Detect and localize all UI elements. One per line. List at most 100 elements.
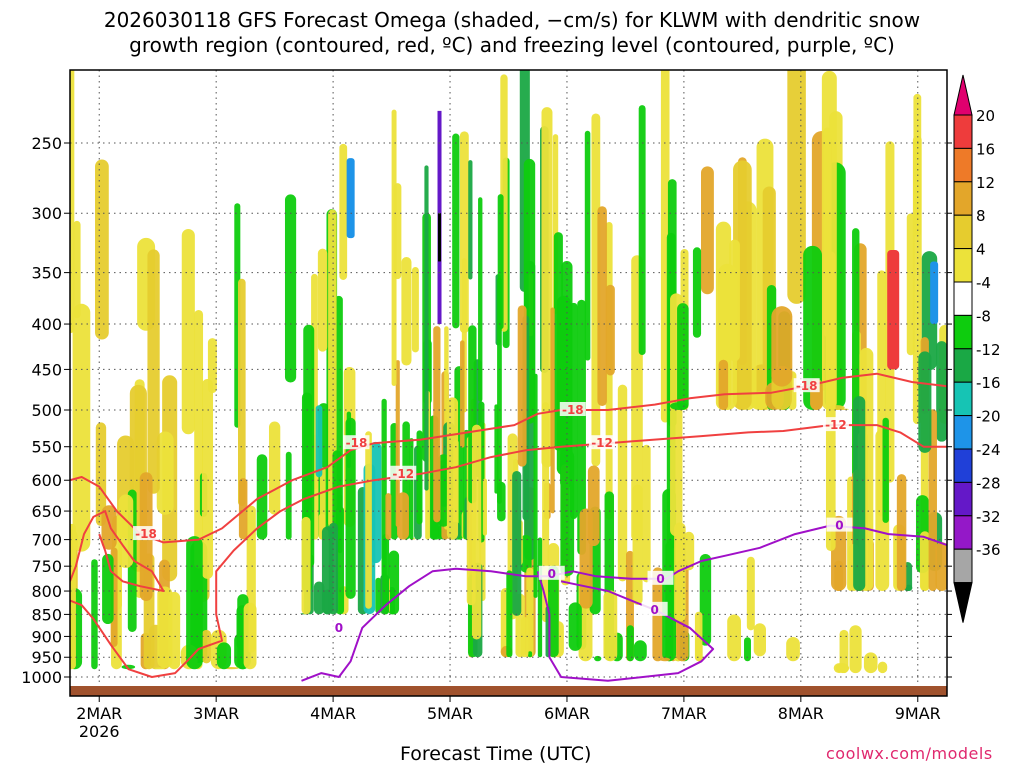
omega-streak: [433, 326, 441, 523]
x-tick-label: 3MAR: [193, 704, 239, 723]
omega-streak: [388, 550, 400, 615]
contour-lines: [70, 372, 947, 682]
omega-streak: [409, 438, 414, 540]
colorbar-swatch: [953, 548, 973, 584]
omega-streak: [118, 494, 134, 568]
contour-label-bg: [343, 435, 370, 450]
y-tick-label: 450: [31, 360, 62, 379]
omega-streak: [216, 642, 232, 670]
credit-link[interactable]: coolwx.com/models: [826, 744, 993, 763]
omega-streak: [319, 467, 326, 540]
omega-streak: [396, 492, 409, 540]
contour-label-bg: [325, 619, 352, 634]
x-tick-label: 2MAR: [76, 704, 122, 723]
omega-streak: [528, 651, 533, 658]
contour-label-bg: [390, 465, 417, 480]
colorbar-swatch: [953, 214, 973, 250]
omega-streak: [207, 338, 217, 394]
omega-streak: [181, 228, 195, 435]
contour-label: -12: [591, 436, 613, 450]
y-tick-label: 600: [31, 471, 62, 490]
omega-streak: [928, 409, 937, 592]
omega-streak: [285, 451, 292, 540]
contour-label: 0: [548, 567, 556, 581]
omega-streak: [237, 278, 246, 506]
omega-streak: [72, 303, 91, 552]
y-tick-label: 700: [31, 531, 62, 550]
omega-streak: [541, 107, 553, 468]
omega-streak: [787, 70, 806, 304]
omega-streak: [395, 360, 400, 527]
omega-streak: [577, 299, 586, 555]
omega-streak: [70, 70, 75, 334]
x-tick-label: 9MAR: [895, 704, 941, 723]
omega-streak: [186, 536, 203, 670]
omega-streak: [632, 484, 643, 605]
omega-streak: [517, 305, 527, 467]
contour-label: 0: [656, 572, 664, 586]
contour-label: -18: [562, 403, 584, 417]
y-tick-label: 500: [31, 401, 62, 420]
colorbar-label: -12: [976, 341, 1001, 359]
omega-streak: [70, 523, 76, 670]
omega-streak: [919, 531, 930, 592]
omega-streak: [560, 300, 572, 489]
x-tick-label: 6MAR: [544, 704, 590, 723]
omega-streak: [568, 602, 582, 651]
omega-streak: [906, 213, 915, 356]
omega-streak: [520, 534, 532, 573]
contour-label: -12: [392, 467, 414, 481]
omega-streak: [201, 378, 214, 579]
contour-label: 0: [335, 621, 343, 635]
omega-streak: [157, 586, 173, 669]
contour-label-bg: [589, 435, 616, 450]
colorbar-label: 16: [976, 140, 995, 158]
omega-streak: [438, 525, 443, 540]
omega-streak: [863, 652, 878, 674]
omega-streak: [692, 247, 702, 338]
omega-streak: [839, 629, 849, 674]
colorbar-swatch: [953, 515, 973, 550]
omega-streak: [101, 505, 117, 550]
omega-streak: [91, 559, 98, 670]
y-tick-label: 950: [31, 648, 62, 667]
omega-streak: [365, 431, 372, 609]
colorbar-swatch: [953, 114, 973, 149]
colorbar-label: -36: [976, 541, 1001, 559]
y-tick-label: 550: [31, 438, 62, 457]
contour-label-bg: [538, 565, 565, 580]
omega-streak: [603, 590, 618, 662]
colorbar-label: -24: [976, 441, 1001, 459]
contour-label: -18: [346, 436, 368, 450]
contour-label: 0: [650, 603, 658, 617]
omega-streak: [677, 303, 689, 410]
omega-streak: [478, 197, 483, 402]
omega-streak: [533, 373, 538, 598]
y-tick-label: 300: [31, 204, 62, 223]
omega-streak: [579, 508, 593, 609]
terrain-surface: [70, 686, 947, 696]
colorbar-top-arrow: [953, 74, 973, 116]
omega-streak: [301, 516, 311, 615]
omega-streak: [896, 474, 907, 592]
omega-streak: [339, 143, 348, 280]
colorbar-swatch: [953, 314, 973, 350]
omega-streak: [460, 340, 465, 448]
colorbar-label: -16: [976, 374, 1001, 392]
y-tick-label: 800: [31, 582, 62, 601]
omega-streak: [315, 405, 323, 478]
omega-streak: [638, 105, 646, 356]
omega-streak: [268, 421, 281, 515]
contour-label: -18: [796, 379, 818, 393]
contour-label: -12: [825, 418, 847, 432]
contour-labels: -18 -18 -18 -18 -12 -12 -12 0 0 0 0 0: [133, 378, 853, 635]
ground-fill: [70, 686, 947, 696]
omega-streak: [935, 542, 947, 592]
omega-streak: [729, 239, 740, 362]
contour-label-bg: [822, 417, 849, 432]
colorbar-label: 4: [976, 241, 986, 259]
omega-streak: [424, 165, 429, 491]
omega-blue-streak: [930, 261, 939, 325]
colorbar-swatch: [953, 248, 973, 283]
x-tick-label: 5MAR: [427, 704, 473, 723]
